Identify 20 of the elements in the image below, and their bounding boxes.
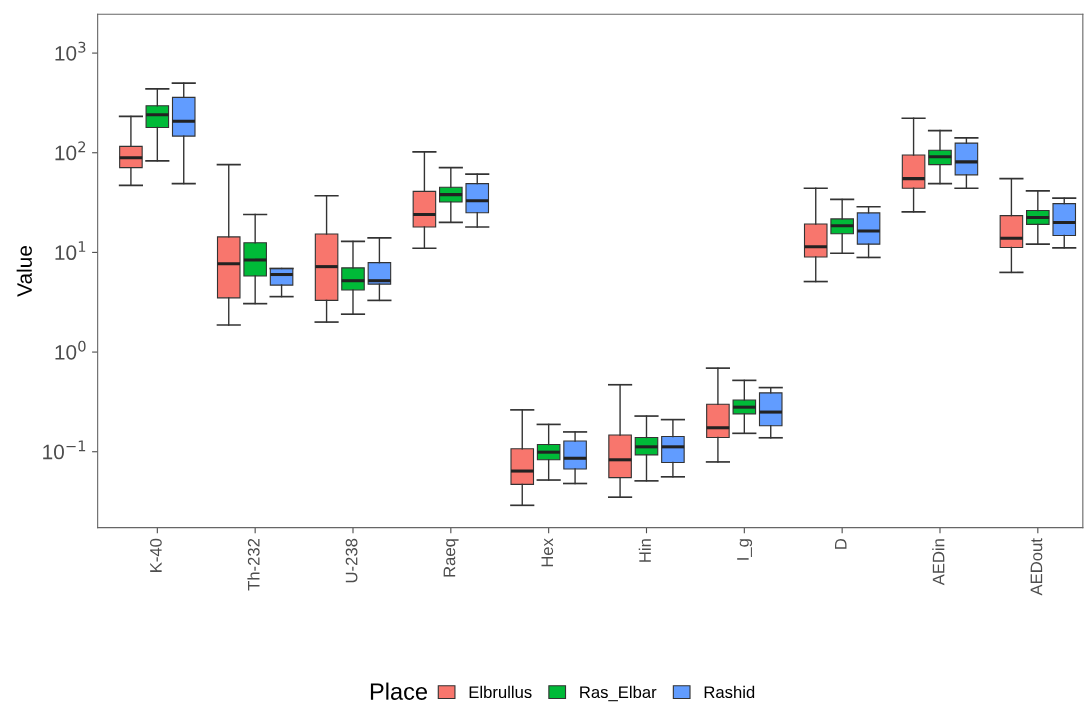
y-axis-title: Value [16,246,32,297]
x-tick-label: Raeq [443,539,459,577]
x-tick-label: Hin [638,539,651,562]
y-tick-label: 10$^{0}$ [55,340,86,360]
x-tick-label: AEDin [932,539,945,586]
x-tick-label: Th-232 [247,538,260,591]
legend-label: Elbrullus [469,685,532,699]
legend-label: Rashid [704,685,755,699]
x-tick-label: U-238 [345,538,358,583]
x-tick-label: K-40 [150,538,162,572]
y-tick-label: 10$^{−1}$ [43,440,86,460]
x-tick-label: I_g [737,539,753,560]
legend-label: Ras_Elbar [580,685,657,702]
y-tick-label: 10$^{3}$ [55,41,86,61]
x-tick-label: D [835,538,847,549]
y-tick-label: 10$^{1}$ [55,241,86,261]
x-tick-label: AEDout [1030,538,1043,596]
x-tick-label: Hex [541,538,554,567]
y-tick-label: 10$^{2}$ [55,141,86,161]
legend-title: Place [370,682,427,700]
